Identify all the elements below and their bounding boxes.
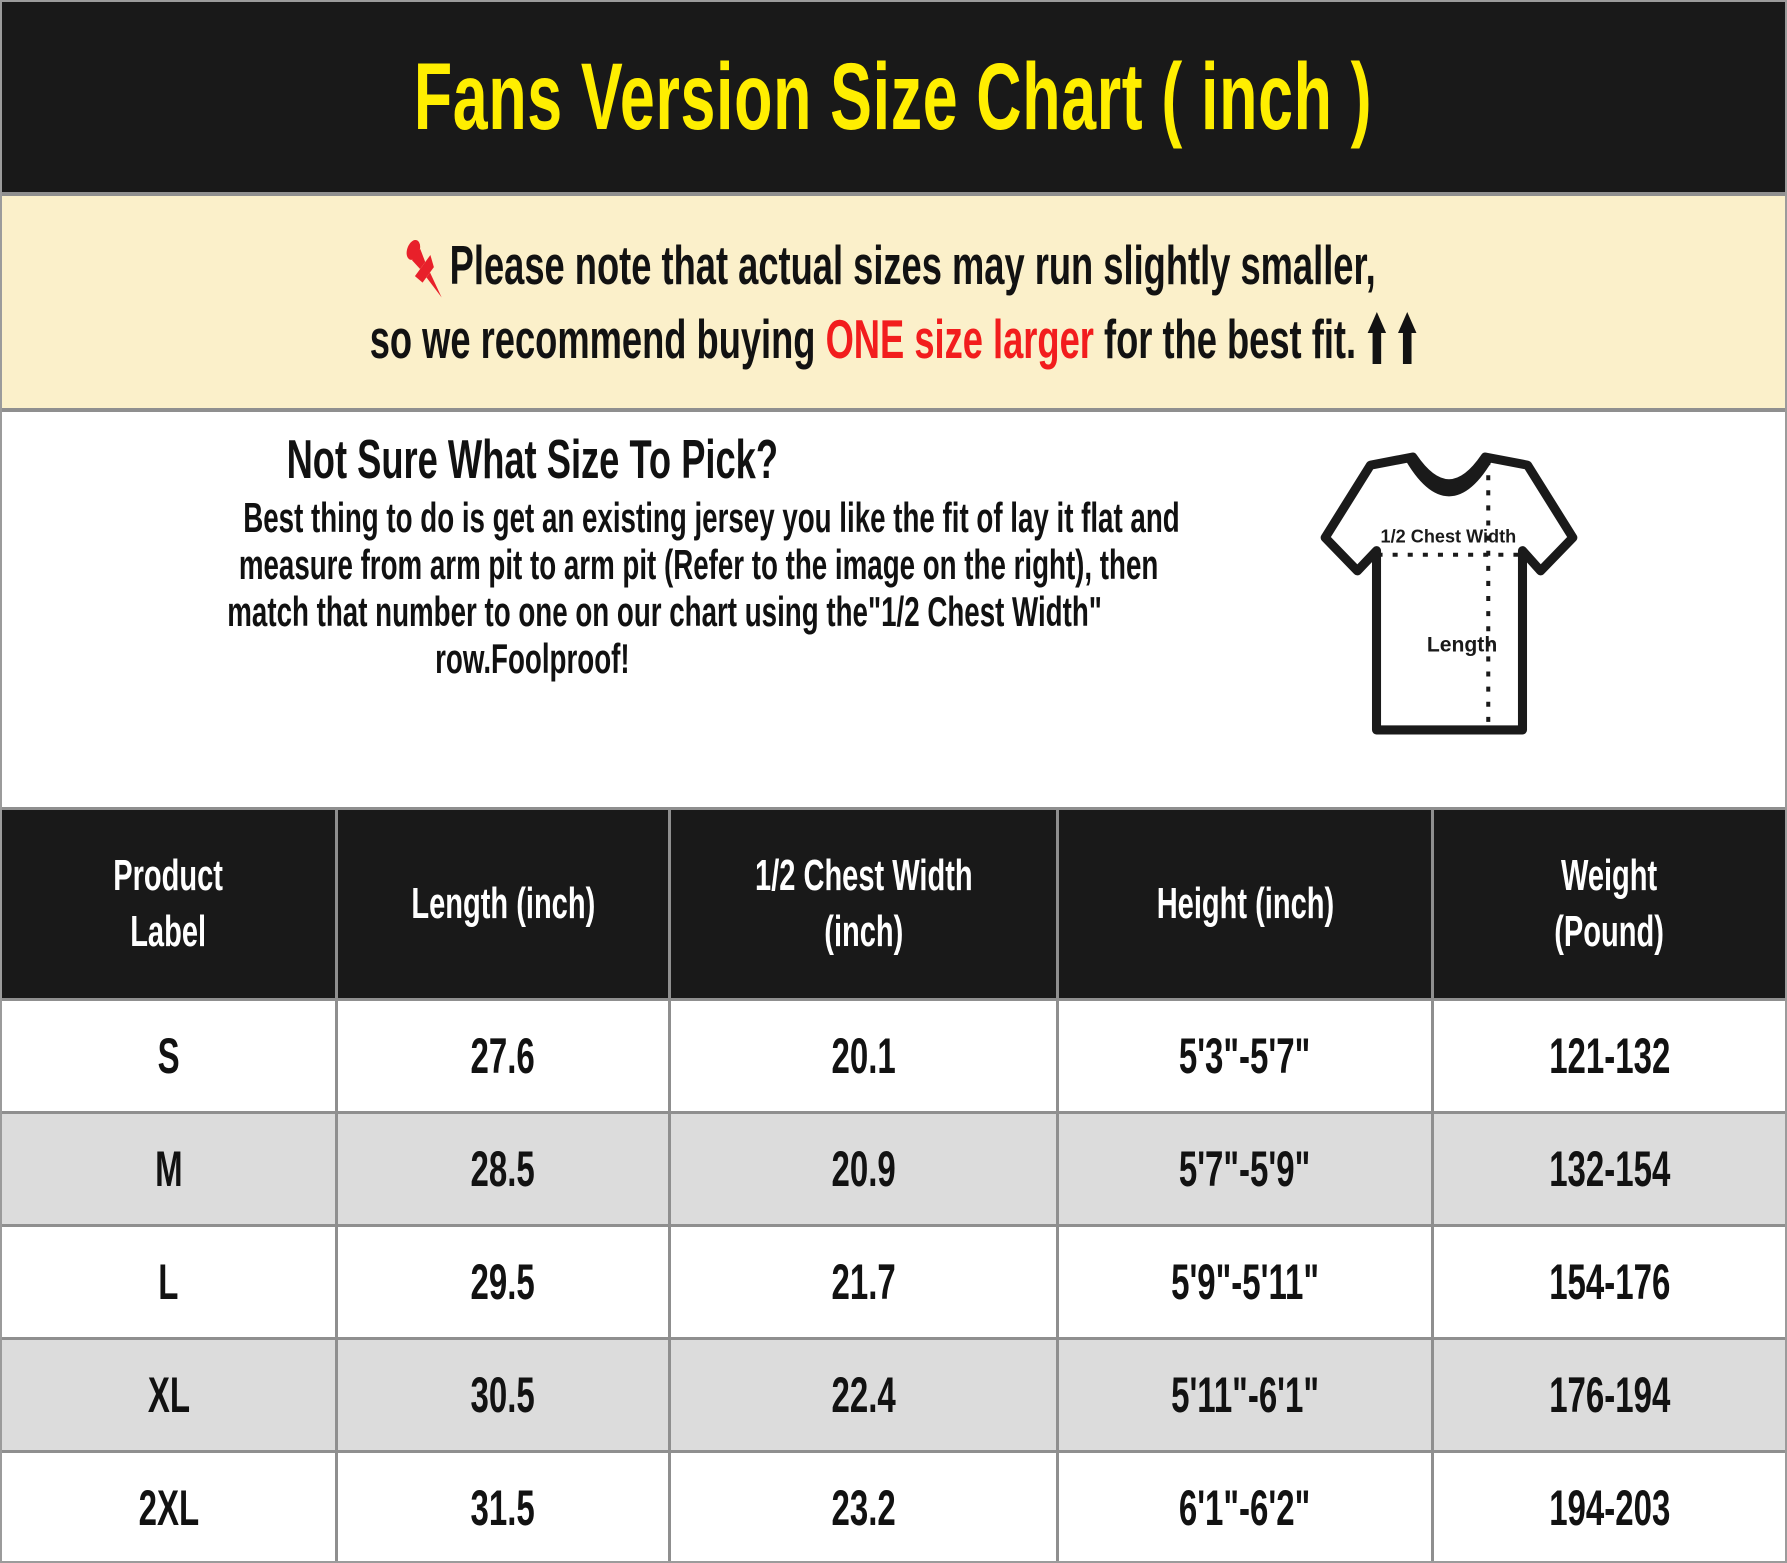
guide-text-line: row.Foolproof!: [434, 635, 630, 682]
cell-size-label: 2XL: [2, 1453, 335, 1561]
cell-height: 5'11"-6'1": [1059, 1340, 1431, 1450]
chest-width-label: 1/2 Chest Width: [1381, 527, 1517, 547]
table-row-l: L 29.5 21.7 5'9"-5'11" 154-176: [2, 1227, 1785, 1337]
tshirt-diagram: 1/2 Chest Width Length: [1316, 444, 1582, 742]
notice-text-1: Please note that actual sizes may run sl…: [449, 234, 1376, 296]
notice-line-1: Please note that actual sizes may run sl…: [163, 228, 1624, 302]
cell-chest-width: 21.7: [671, 1227, 1056, 1337]
cell-length: 29.5: [338, 1227, 668, 1337]
table-row-2xl: 2XL 31.5 23.2 6'1"-6'2" 194-203: [2, 1453, 1785, 1561]
cell-length: 31.5: [338, 1453, 668, 1561]
cell-length: 27.6: [338, 1001, 668, 1111]
notice-line-2: so we recommend buying ONE size larger f…: [100, 302, 1687, 376]
cell-height: 5'3"-5'7": [1059, 1001, 1431, 1111]
cell-height: 5'7"-5'9": [1059, 1114, 1431, 1224]
cell-weight: 176-194: [1434, 1340, 1785, 1450]
cell-size-label: L: [2, 1227, 335, 1337]
guide-section: Not Sure What Size To Pick? Best thing t…: [2, 412, 1785, 807]
section-divider: [2, 408, 1785, 412]
column-header-length: Length (inch): [338, 810, 668, 998]
cell-size-label: M: [2, 1114, 335, 1224]
pushpin-icon: [406, 240, 442, 298]
cell-size-label: XL: [2, 1340, 335, 1450]
table-row-xl: XL 30.5 22.4 5'11"-6'1" 176-194: [2, 1340, 1785, 1450]
cell-weight: 132-154: [1434, 1114, 1785, 1224]
size-table: Product Label Length (inch) 1/2 Chest Wid…: [2, 807, 1785, 1561]
guide-text-block: Not Sure What Size To Pick? Best thing t…: [2, 412, 1180, 682]
cell-chest-width: 23.2: [671, 1453, 1056, 1561]
cell-weight: 194-203: [1434, 1453, 1785, 1561]
column-header-weight: Weight (Pound): [1434, 810, 1785, 998]
notice-text-2b: for the best fit.: [1094, 308, 1357, 370]
cell-size-label: S: [2, 1001, 335, 1111]
cell-weight: 154-176: [1434, 1227, 1785, 1337]
table-header-row: Product Label Length (inch) 1/2 Chest Wid…: [2, 810, 1785, 998]
title-banner: Fans Version Size Chart ( inch ): [2, 2, 1785, 192]
notice-text-2a: so we recommend buying: [369, 308, 826, 370]
column-header-product-label: Product Label: [2, 810, 335, 998]
cell-length: 28.5: [338, 1114, 668, 1224]
table-row-m: M 28.5 20.9 5'7"-5'9" 132-154: [2, 1114, 1785, 1224]
cell-weight: 121-132: [1434, 1001, 1785, 1111]
guide-heading: Not Sure What Size To Pick?: [286, 428, 778, 490]
one-size-larger-highlight: ONE size larger: [825, 308, 1095, 370]
page-title: Fans Version Size Chart ( inch ): [414, 43, 1373, 150]
guide-text-line: match that number to one on our chart us…: [227, 588, 1102, 635]
cell-chest-width: 22.4: [671, 1340, 1056, 1450]
column-header-height: Height (inch): [1059, 810, 1431, 998]
length-label: Length: [1427, 633, 1497, 656]
cell-height: 5'9"-5'11": [1059, 1227, 1431, 1337]
cell-chest-width: 20.9: [671, 1114, 1056, 1224]
up-arrow-icon: [1397, 312, 1417, 364]
cell-height: 6'1"-6'2": [1059, 1453, 1431, 1561]
section-divider: [2, 192, 1785, 196]
tshirt-icon: 1/2 Chest Width Length: [1320, 452, 1578, 735]
cell-length: 30.5: [338, 1340, 668, 1450]
guide-text-line: measure from arm pit to arm pit (Refer t…: [238, 541, 1159, 588]
up-arrow-icon: [1367, 312, 1387, 364]
notice-banner: Please note that actual sizes may run sl…: [2, 196, 1785, 408]
cell-chest-width: 20.1: [671, 1001, 1056, 1111]
guide-text-line: Best thing to do is get an existing jers…: [243, 494, 1180, 541]
table-row-s: S 27.6 20.1 5'3"-5'7" 121-132: [2, 1001, 1785, 1111]
column-header-chest-width: 1/2 Chest Width (inch): [671, 810, 1056, 998]
